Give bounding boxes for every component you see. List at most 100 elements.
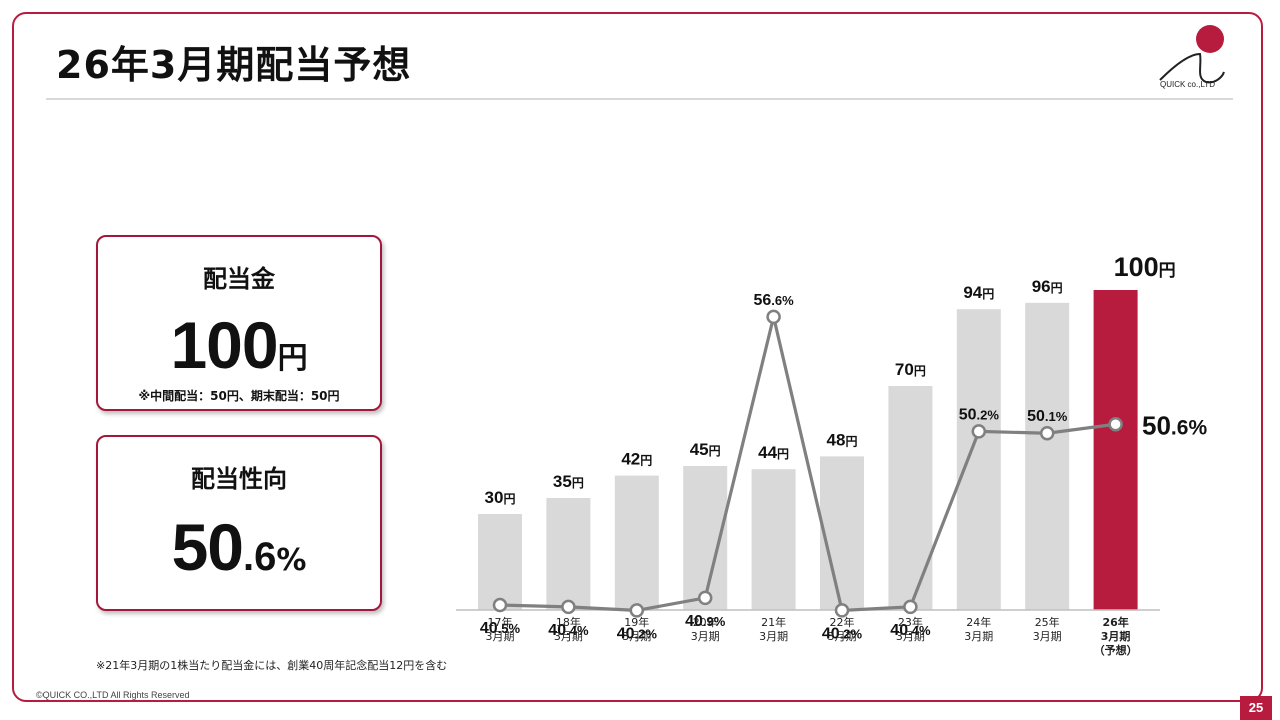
- payout-label-int-7: 50: [959, 406, 977, 423]
- payout-label-6: 40.4%: [890, 622, 931, 639]
- bar-9: [1093, 290, 1138, 610]
- payout-label-7: 50.2%: [959, 406, 1000, 423]
- payout-label-unit-9: %: [1188, 416, 1207, 439]
- payout-label-dec-3: .9: [703, 614, 714, 629]
- payout-label-int-2: 40: [617, 625, 635, 642]
- payout-label-dec-6: .4: [908, 623, 920, 638]
- dividend-label: 配当金: [203, 265, 275, 293]
- category-label-8-0: 25年: [1035, 615, 1060, 629]
- bar-value-number-2: 42: [621, 450, 640, 469]
- bar-value-unit-1: 円: [572, 476, 584, 490]
- bar-value-unit-0: 円: [503, 492, 515, 506]
- bar-value-unit-9: 円: [1159, 261, 1176, 280]
- payout-label-unit-1: %: [577, 623, 589, 638]
- bar-value-label-3: 45円: [690, 440, 721, 459]
- copyright: ©QUICK CO.,LTD All Rights Reserved: [36, 690, 190, 700]
- bar-4: [751, 469, 796, 610]
- payout-label-8: 50.1%: [1027, 408, 1068, 425]
- payout-label: 配当性向: [191, 465, 287, 493]
- dividend-card: 配当金 100円 ※中間配当：50円、期末配当：50円: [96, 235, 382, 411]
- bar-value-label-2: 42円: [621, 450, 652, 469]
- bar-value-number-1: 35: [553, 472, 572, 491]
- payout-label-int-4: 56: [753, 292, 771, 309]
- category-label-6-1: 3月期: [896, 630, 925, 643]
- payout-label-4: 56.6%: [753, 292, 794, 309]
- dividend-note: ※中間配当：50円、期末配当：50円: [138, 389, 340, 403]
- payout-label-int-8: 50: [1027, 408, 1045, 425]
- bar-2: [614, 475, 659, 610]
- bar-value-label-1: 35円: [553, 472, 584, 491]
- category-label-6-0: 23年: [898, 615, 923, 629]
- bar-value-number-4: 44: [758, 443, 777, 462]
- payout-point-1: [561, 599, 576, 615]
- bar-6: [888, 386, 933, 610]
- payout-unit: %: [276, 543, 307, 578]
- payout-point-0: [492, 597, 508, 613]
- bar-value-label-0: 30円: [485, 488, 516, 507]
- payout-label-unit-8: %: [1056, 409, 1068, 424]
- slide-title: 26年3月期配当予想: [56, 43, 412, 87]
- category-label-1-1: 3月期: [554, 630, 583, 643]
- payout-point-2: [629, 603, 645, 618]
- dividend-number: 100: [170, 308, 278, 382]
- payout-card: 配当性向 50.6%: [96, 435, 382, 611]
- bar-value-number-6: 70: [895, 360, 914, 379]
- payout-point-7: [971, 424, 987, 439]
- category-label-2-0: 19年: [624, 615, 649, 629]
- payout-label-dec-1: .4: [566, 623, 578, 638]
- category-label-2-1: 3月期: [622, 630, 651, 643]
- page-number: 25: [1240, 696, 1272, 720]
- bar-value-number-8: 96: [1032, 277, 1051, 296]
- bar-value-number-3: 45: [690, 440, 709, 459]
- payout-label-int-9: 50: [1142, 410, 1171, 440]
- bar-value-number-9: 100: [1114, 252, 1159, 282]
- payout-label-unit-6: %: [919, 623, 931, 638]
- payout-point-4: [766, 309, 781, 325]
- payout-label-dec-7: .2: [976, 407, 987, 422]
- payout-point-6: [903, 599, 918, 615]
- bar-value-unit-8: 円: [1051, 281, 1063, 295]
- payout-label-1: 40.4%: [548, 622, 589, 639]
- bar-value-label-9: 100円: [1114, 252, 1176, 282]
- footnote: ※21年3月期の1株当たり配当金には、創業40周年記念配当12円を含む: [96, 659, 448, 672]
- payout-label-int-5: 40: [822, 625, 840, 642]
- payout-label-5: 40.2%: [822, 625, 863, 642]
- payout-point-5: [834, 603, 850, 618]
- dividend-unit: 円: [277, 341, 308, 376]
- category-label-7-0: 24年: [966, 615, 991, 629]
- bar-5: [820, 456, 864, 610]
- bar-value-unit-6: 円: [914, 364, 926, 378]
- payout-label-dec-5: .2: [840, 626, 851, 641]
- category-label-5-1: 3月期: [828, 630, 857, 643]
- category-label-4-1: 3月期: [759, 630, 788, 643]
- payout-point-3: [697, 590, 713, 606]
- bar-value-unit-3: 円: [709, 444, 721, 458]
- payout-label-int-3: 40: [685, 613, 703, 630]
- bar-value-number-5: 48: [827, 430, 846, 449]
- payout-label-dec-8: .1: [1045, 409, 1056, 424]
- bar-7: [956, 309, 1001, 610]
- payout-label-0: 40.5%: [480, 620, 521, 637]
- payout-label-unit-3: %: [714, 614, 726, 629]
- bar-0: [478, 514, 522, 610]
- payout-label-dec-9: .6: [1171, 416, 1189, 439]
- payout-decimal: .6: [243, 535, 277, 579]
- dividend-value: 100円: [98, 307, 380, 383]
- payout-label-int-1: 40: [548, 622, 566, 639]
- bar-value-label-6: 70円: [895, 360, 926, 379]
- bar-value-unit-7: 円: [982, 287, 994, 301]
- category-label-4-0: 21年: [761, 615, 786, 629]
- payout-number: 50: [171, 510, 244, 584]
- payout-label-int-6: 40: [890, 622, 908, 639]
- payout-label-3: 40.9%: [685, 613, 726, 630]
- payout-label-9: 50.6%: [1142, 410, 1207, 440]
- payout-label-2: 40.2%: [617, 625, 658, 642]
- category-label-9-0: 26年: [1102, 615, 1128, 629]
- category-label-9-1: 3月期: [1101, 629, 1131, 643]
- category-label-8-1: 3月期: [1033, 630, 1062, 643]
- title-divider: [46, 98, 1233, 100]
- bar-value-unit-4: 円: [777, 447, 789, 461]
- category-label-0-0: 17年: [488, 615, 513, 629]
- bar-value-label-5: 48円: [827, 430, 858, 449]
